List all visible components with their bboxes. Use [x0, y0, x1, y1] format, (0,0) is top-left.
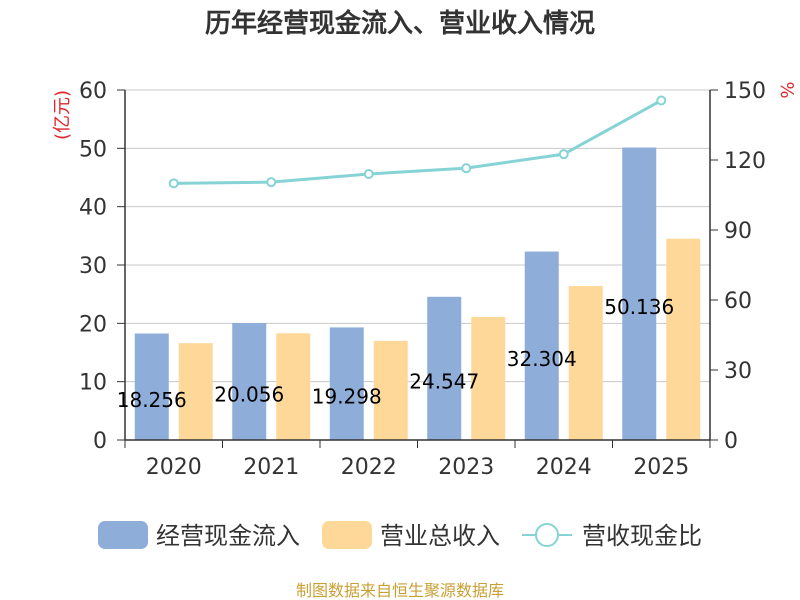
data-label: 18.256 [117, 388, 187, 412]
left-axis-unit: (亿元) [52, 90, 73, 140]
left-tick-label: 30 [79, 254, 107, 279]
chart-title: 历年经营现金流入、营业收入情况 [205, 8, 595, 39]
data-label: 19.298 [312, 385, 382, 409]
right-tick-label: 150 [724, 79, 766, 104]
data-labels: 18.256 20.056 19.298 24.547 32.304 50.136 [117, 295, 674, 412]
right-axis-unit: % [776, 81, 797, 98]
x-tick-label: 2023 [438, 455, 494, 480]
right-tick-label: 90 [724, 219, 752, 244]
left-tick-label: 10 [79, 371, 107, 396]
legend-swatch [322, 521, 372, 549]
legend-swatch [98, 521, 148, 549]
ratio-point [266, 177, 277, 188]
ratio-point [558, 149, 569, 160]
left-tick-label: 40 [79, 196, 107, 221]
legend: 经营现金流入 营业总收入 营收现金比 [98, 521, 702, 550]
bar [232, 323, 267, 440]
legend-marker [535, 523, 559, 547]
ratio-point [168, 178, 179, 189]
left-tick-label: 50 [79, 137, 107, 162]
legend-label: 营收现金比 [582, 522, 702, 550]
left-tick-label: 20 [79, 312, 107, 337]
bar [568, 286, 603, 440]
right-tick-label: 0 [724, 429, 738, 454]
bar [329, 327, 364, 440]
right-tick-label: 60 [724, 289, 752, 314]
x-tick-label: 2021 [243, 455, 299, 480]
source-note: 制图数据来自恒生聚源数据库 [296, 581, 504, 600]
bar [276, 333, 311, 440]
data-label: 32.304 [507, 347, 577, 371]
x-tick-label: 2024 [536, 455, 592, 480]
ratio-point [363, 169, 374, 179]
left-tick-label: 60 [79, 79, 107, 104]
bar [471, 316, 506, 440]
right-tick-label: 30 [724, 359, 752, 384]
ratio-line [168, 95, 667, 189]
x-tick-label: 2025 [633, 455, 689, 480]
legend-label: 经营现金流入 [156, 522, 300, 550]
x-tick-label: 2022 [341, 455, 397, 480]
legend-label: 营业总收入 [380, 522, 500, 550]
x-tick-label: 2020 [146, 455, 202, 480]
bar [622, 147, 657, 441]
right-tick-label: 120 [724, 149, 766, 174]
bar [427, 296, 462, 440]
gridlines [125, 89, 710, 383]
data-label: 20.056 [214, 383, 284, 407]
ratio-point [656, 95, 667, 106]
bar [178, 343, 213, 440]
bar [524, 251, 559, 440]
bar [134, 333, 169, 440]
ratio-point [461, 163, 472, 174]
ratio-line-path [173, 99, 662, 185]
bars [134, 147, 701, 441]
bar [666, 238, 701, 440]
data-label: 50.136 [604, 295, 674, 319]
left-tick-label: 0 [93, 429, 107, 454]
data-label: 24.547 [409, 369, 479, 393]
bar [373, 340, 408, 440]
axes: 0 10 20 30 40 50 60 0 30 60 90 120 150 2020 2021 2022 20… [79, 79, 766, 480]
